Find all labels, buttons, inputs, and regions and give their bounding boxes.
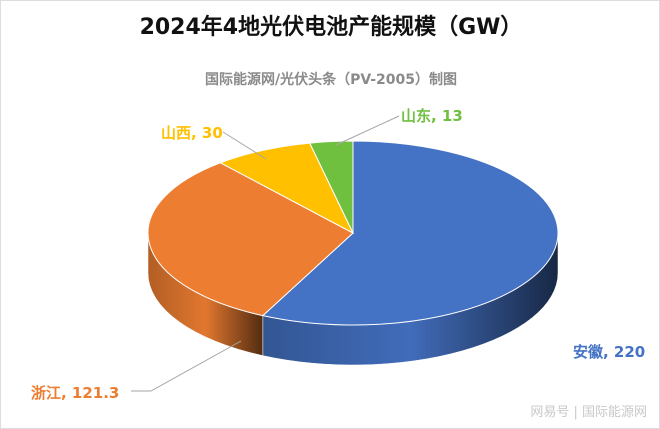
leader-line-1 [131,340,242,392]
data-label-山西: 山西, 30 [161,124,223,142]
leader-line-2 [222,131,267,160]
pie-slice-山东 [308,140,354,234]
data-label-山东: 山东, 13 [401,107,463,125]
chart-title: 2024年4地光伏电池产能规模（GW） [139,15,523,40]
data-label-安徽: 安徽, 220 [573,343,645,361]
pie-slice-安徽 [261,140,559,326]
pie-slice-浙江 [147,162,354,317]
data-label-浙江: 浙江, 121.3 [31,384,119,402]
pie-slice-山西 [219,142,355,235]
leader-line-3 [335,115,400,146]
watermark: 网易号 | 国际能源网 [530,405,647,420]
chart-subtitle: 国际能源网/光伏头条（PV-2005）制图 [205,72,457,88]
